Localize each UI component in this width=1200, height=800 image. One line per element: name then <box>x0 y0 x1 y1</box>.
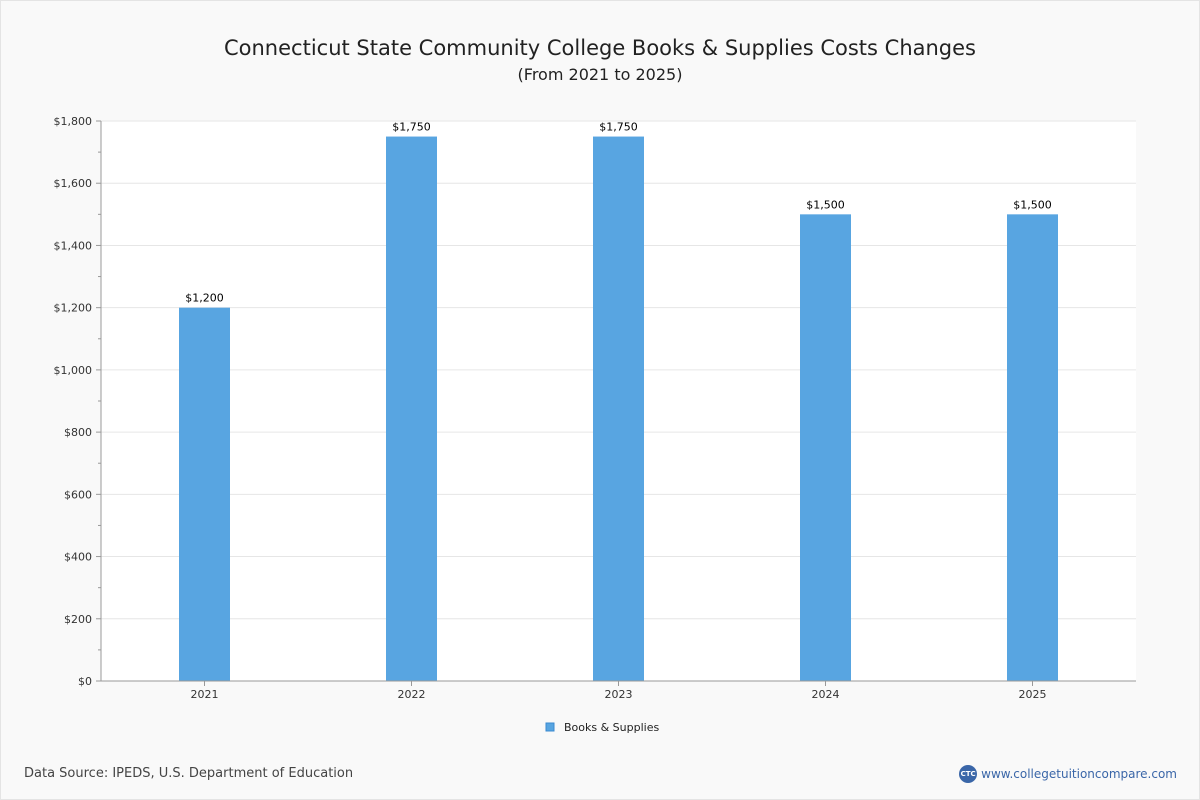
bar-2025[interactable] <box>1007 214 1058 682</box>
bar-2023[interactable] <box>593 136 644 682</box>
brand-url[interactable]: www.collegetuitioncompare.com <box>981 767 1177 781</box>
y-tick-label: $1,800 <box>54 115 93 128</box>
bar-2022[interactable] <box>386 136 437 682</box>
data-label: $1,750 <box>392 121 431 134</box>
x-tick-label: 2022 <box>398 688 426 701</box>
y-tick-label: $1,600 <box>54 177 93 190</box>
bars: $1,200 $1,750 $1,750 $1,500 $1,500 <box>179 121 1058 682</box>
brand-link[interactable]: CTC www.collegetuitioncompare.com <box>959 765 1177 783</box>
x-tick-label: 2024 <box>812 688 840 701</box>
legend-swatch <box>545 722 555 732</box>
y-tick-label: $200 <box>64 613 92 626</box>
data-source: Data Source: IPEDS, U.S. Department of E… <box>24 766 354 781</box>
y-tick-label: $600 <box>64 488 92 501</box>
data-label: $1,500 <box>1013 198 1052 211</box>
y-tick-label: $1,400 <box>54 239 93 252</box>
bar-2024[interactable] <box>800 214 851 682</box>
y-tick-label: $400 <box>64 551 92 564</box>
data-label: $1,200 <box>185 292 224 305</box>
chart-title: Connecticut State Community College Book… <box>223 36 976 60</box>
legend-label[interactable]: Books & Supplies <box>564 721 659 734</box>
y-tick-label: $1,000 <box>54 364 93 377</box>
y-tick-label: $800 <box>64 426 92 439</box>
y-tick-label: $0 <box>78 675 92 688</box>
x-tick-label: 2023 <box>605 688 633 701</box>
x-tick-label: 2025 <box>1019 688 1047 701</box>
y-tick-label: $1,200 <box>54 302 93 315</box>
bar-2021[interactable] <box>179 307 230 681</box>
data-label: $1,750 <box>599 121 638 134</box>
axes: $0 $200 $400 $600 $800 $1,000 $1,200 $1,400 $1,6… <box>54 115 1136 701</box>
legend[interactable]: Books & Supplies <box>545 721 659 734</box>
chart-subtitle: (From 2021 to 2025) <box>517 65 683 84</box>
data-label: $1,500 <box>806 198 845 211</box>
x-tick-label: 2021 <box>191 688 219 701</box>
brand-logo-icon: CTC <box>959 765 978 783</box>
